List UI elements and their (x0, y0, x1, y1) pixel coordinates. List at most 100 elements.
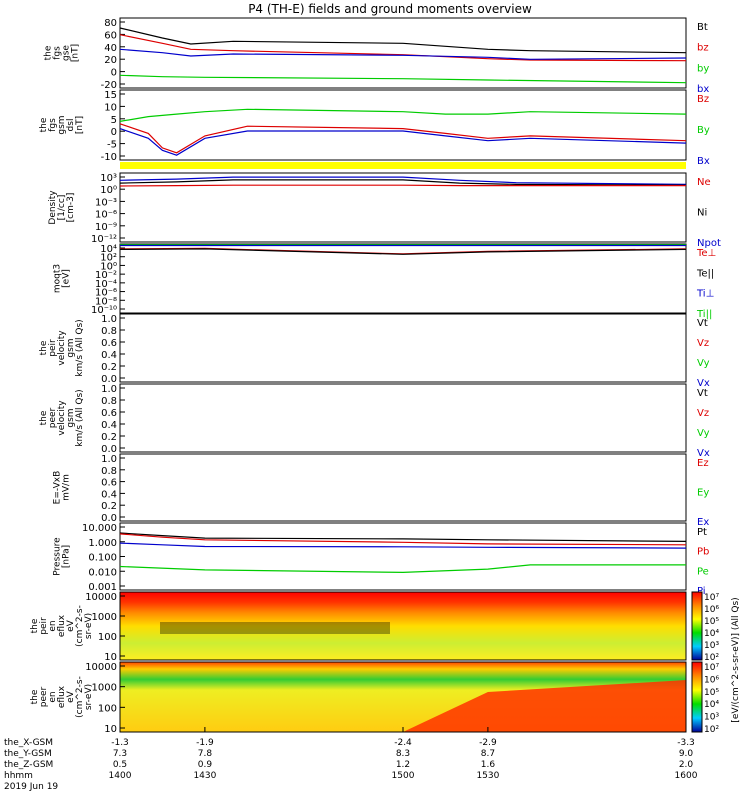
series-line (119, 248, 687, 255)
y-tick-label: 10⁻⁸ (95, 296, 117, 307)
y-axis-label: Pressure (53, 537, 63, 576)
x-tick-label: 0.5 (113, 760, 127, 770)
y-axis-label: gsm (57, 115, 67, 134)
colorbar-tick-label: 10⁴ (704, 629, 719, 639)
legend-entry: Vx (697, 448, 710, 459)
series-line (119, 176, 687, 185)
y-tick-label: 20 (104, 55, 117, 66)
y-tick-label: 80 (104, 18, 117, 29)
y-tick-label: 10³ (100, 173, 117, 184)
series-line (119, 123, 687, 154)
x-tick-label: 1.6 (481, 760, 496, 770)
y-axis-label: peir (48, 339, 58, 357)
quality-flag-bar (120, 162, 686, 169)
x-tick-label: -1.9 (196, 738, 214, 748)
y-tick-label: 0.8 (101, 396, 117, 407)
series-line (119, 48, 687, 60)
y-tick-label: 0.100 (88, 553, 117, 564)
y-axis-label: en (48, 691, 58, 702)
y-tick-label: 10⁻¹⁰ (91, 305, 117, 316)
colorbar-tick-label: 10⁷ (704, 663, 719, 673)
colorbar-tick-label: 10⁵ (704, 617, 719, 627)
y-tick-label: 0.6 (101, 338, 117, 349)
y-tick-label: 10⁴ (100, 244, 117, 255)
y-axis-label: the (39, 117, 49, 132)
y-tick-label: 0.6 (101, 408, 117, 419)
series-line (119, 532, 687, 543)
panel-frame (119, 89, 687, 161)
legend-entry: Ti|| (696, 309, 712, 320)
legend-entry: Ex (697, 517, 709, 528)
y-axis-label: [nT] (75, 116, 85, 134)
x-tick-label: 1400 (109, 771, 132, 781)
x-tick-label: 0.9 (198, 760, 213, 770)
legend-entry: Vy (697, 428, 710, 439)
y-tick-label: 1.0 (101, 384, 117, 395)
x-tick-label: -1.3 (111, 738, 129, 748)
x-tick-label: -3.3 (677, 738, 695, 748)
y-tick-label: 5 (111, 115, 117, 126)
y-axis-label: eflux (57, 685, 67, 708)
y-axis-label: [eV] (62, 269, 72, 288)
panel-5: 1.00.80.60.40.20.0 the peir velocity gsm km/s… (39, 313, 710, 389)
y-axis-label: moqt3 (53, 264, 63, 293)
series-line (119, 564, 686, 574)
x-tick-label: 7.3 (113, 749, 127, 759)
y-axis-label: velocity (57, 400, 67, 436)
legend-entry: Te|| (696, 268, 714, 279)
y-tick-label: 0.4 (101, 489, 117, 500)
x-tick-label: 1430 (193, 771, 216, 781)
spectrogram-fill (120, 592, 686, 660)
legend-entry: Bx (697, 156, 710, 167)
y-tick-label: 0.6 (101, 478, 117, 489)
series-line (119, 184, 686, 187)
panel-frame (119, 172, 687, 243)
y-tick-label: 0.010 (88, 567, 117, 578)
y-tick-label: 10⁻⁹ (95, 222, 117, 233)
y-tick-label: 0.4 (101, 420, 117, 431)
x-row-label: the_Z-GSM (4, 760, 53, 770)
panel-6: 1.00.80.60.40.20.0 the peer velocity gsm km/s… (39, 383, 710, 459)
legend-entry: By (697, 125, 710, 136)
y-axis-label: sr-eV) (84, 684, 94, 710)
colorbar-tick-label: 10² (704, 725, 719, 735)
y-tick-label: 10⁻² (95, 270, 117, 281)
colorbar-tick-label: 10² (704, 653, 719, 663)
y-tick-label: 1.000 (88, 538, 117, 549)
colorbar-tick-label: 10³ (704, 713, 719, 723)
y-tick-label: 0 (111, 68, 117, 79)
y-tick-label: 0.0 (101, 513, 117, 524)
y-axis-label: km/s (All Qs) (75, 319, 85, 376)
y-axis-label: (cm^2-s- (75, 605, 85, 647)
x-row-label: the_X-GSM (4, 738, 53, 748)
y-tick-label: -20 (101, 80, 117, 91)
colorbar-tick-label: 10⁶ (704, 675, 719, 685)
x-row-label: the_Y-GSM (4, 749, 52, 759)
y-tick-label: 1.0 (101, 454, 117, 465)
x-tick-label: 9.0 (679, 749, 694, 759)
y-tick-label: 0.8 (101, 466, 117, 477)
x-row-label: 2019 Jun 19 (4, 782, 58, 792)
y-axis-label: E=-VxB (53, 471, 63, 505)
x-tick-label: 7.8 (198, 749, 213, 759)
x-tick-label: 1500 (392, 771, 415, 781)
y-tick-label: 40 (104, 43, 117, 54)
series-line (119, 108, 687, 122)
legend-entry: by (697, 63, 709, 74)
x-tick-label: 1530 (476, 771, 499, 781)
panel-frame (119, 453, 687, 522)
y-tick-label: 0.2 (101, 432, 117, 443)
y-tick-label: 10⁻⁶ (95, 210, 117, 221)
y-tick-label: 10.000 (82, 523, 117, 534)
y-tick-label: -10 (101, 152, 117, 163)
y-tick-label: 10000 (85, 662, 117, 673)
y-axis-label: the (44, 45, 54, 60)
y-tick-label: 1000 (92, 612, 117, 623)
y-axis-label: gsm (66, 408, 76, 427)
y-tick-label: 15 (104, 90, 117, 101)
